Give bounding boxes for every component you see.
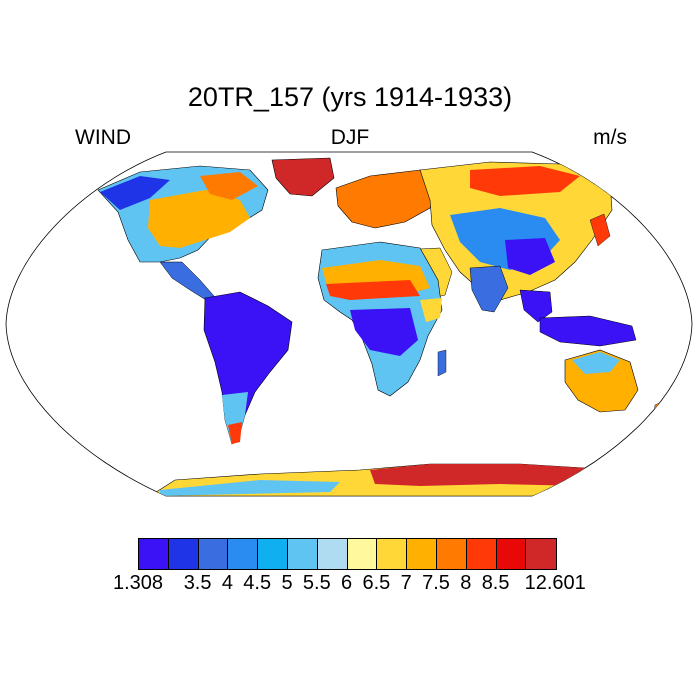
region-antarctica-east: [370, 464, 585, 486]
region-siberia: [470, 166, 580, 196]
variable-label: WIND: [75, 126, 131, 149]
colorbar-tick-label: 1.308: [112, 572, 164, 594]
landmass-india: [469, 265, 509, 313]
region-canada-west: [100, 176, 170, 210]
colorbar-swatch: [228, 539, 259, 569]
colorbar-swatch: [526, 539, 557, 569]
region-tierra-del-fuego: [228, 422, 242, 444]
colorbar-tick-label: 4.5: [243, 572, 272, 594]
season-label: DJF: [330, 126, 370, 149]
region-tibet: [505, 238, 555, 275]
region-patagonia: [222, 392, 248, 444]
colorbar-swatch: [347, 539, 378, 569]
colorbar-swatch: [377, 539, 408, 569]
colorbar-labels: 1.308 3.5 4 4.5 5 5.5 6 6.5 7 7.5 8 8.5 12.601: [0, 572, 700, 598]
colorbar-tick-label: 7.5: [422, 572, 450, 594]
colorbar-swatch: [407, 539, 437, 569]
landmass-greenland: [271, 157, 335, 197]
landmass-japan: [589, 213, 611, 247]
colorbar: [138, 538, 558, 570]
colorbar-tick-label: 7: [400, 572, 412, 594]
colorbar-swatch: [139, 539, 169, 569]
region-sahel-band: [326, 280, 420, 300]
colorbar-tick-label: 3.5: [183, 572, 212, 594]
colorbar-swatch: [466, 539, 497, 569]
colorbar-swatch: [168, 539, 199, 569]
landmass-europe: [335, 169, 441, 229]
colorbar-swatch: [198, 539, 229, 569]
landmass-southeast-asia: [519, 289, 553, 323]
colorbar-swatch: [496, 539, 527, 569]
region-antarctica-west: [160, 480, 340, 496]
colorbar-tick-label: 5.5: [302, 572, 331, 594]
colorbar-swatch: [287, 539, 318, 569]
landmass-indonesia: [539, 315, 637, 347]
region-north-america-east: [148, 190, 250, 248]
colorbar-tick-label: 6.5: [362, 572, 391, 594]
colorbar-swatch: [317, 539, 348, 569]
colorbar-tick-label: 8.5: [481, 572, 510, 594]
colorbar-swatch: [436, 539, 467, 569]
landmass-madagascar: [437, 349, 447, 377]
map-title: 20TR_157 (yrs 1914-1933): [187, 82, 513, 112]
region-australia-north: [572, 352, 620, 374]
colorbar-swatch: [258, 539, 288, 569]
colorbar-tick-label: 8: [460, 572, 472, 594]
units-label: m/s: [593, 126, 627, 149]
colorbar-tick-label: 6: [341, 572, 353, 594]
colorbar-tick-label: 12.601: [524, 572, 586, 594]
region-congo: [350, 308, 418, 356]
region-labrador: [200, 172, 258, 200]
region-horn-of-africa: [420, 298, 442, 322]
colorbar-tick-label: 5: [281, 572, 293, 594]
colorbar-tick-label: 4: [221, 572, 233, 594]
